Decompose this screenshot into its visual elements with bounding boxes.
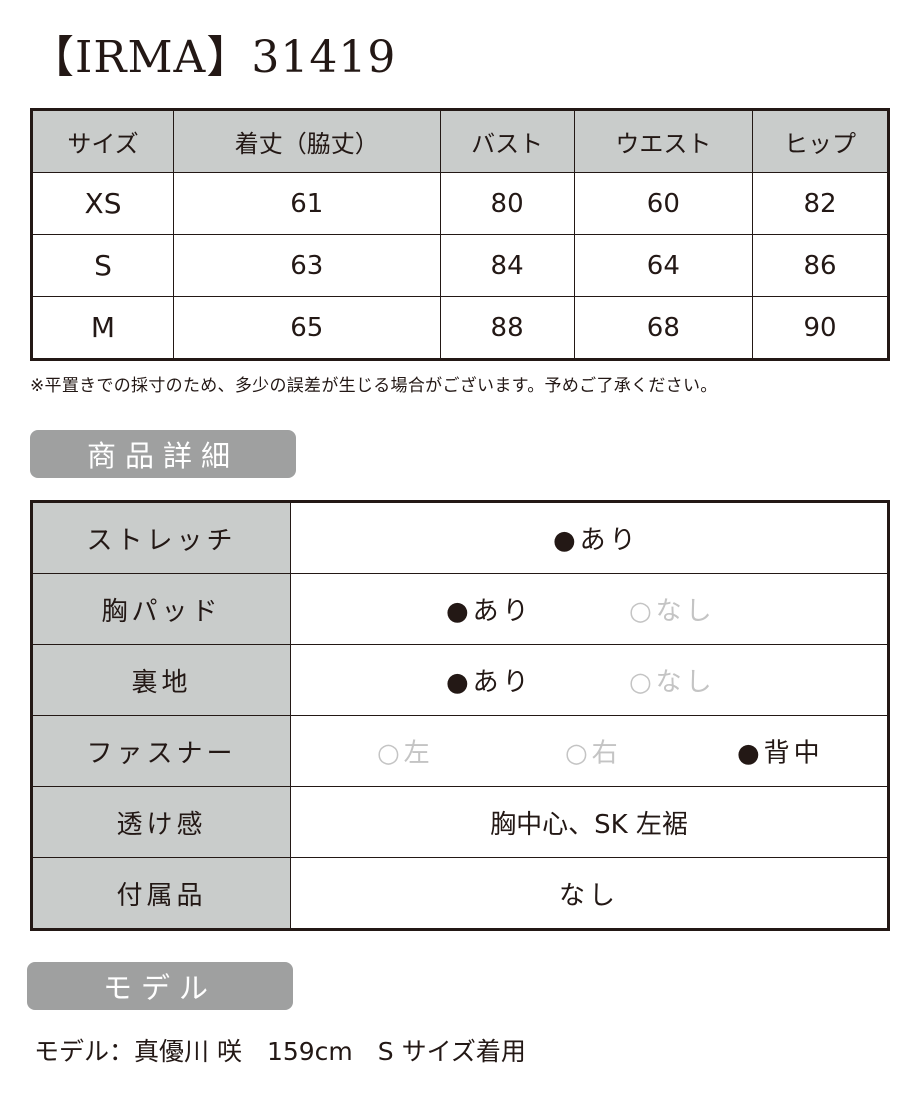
option-no: ○なし xyxy=(629,596,716,627)
waist-cell: 60 xyxy=(573,172,753,235)
hip-cell: 82 xyxy=(751,172,890,235)
length-cell: 61 xyxy=(173,172,441,235)
size-table-header: サイズ 着丈（脇丈） バスト ウエスト ヒップ xyxy=(31,109,890,173)
waist-cell: 68 xyxy=(573,296,753,360)
model-info: モデル：真優川 咲 159cm S サイズ着用 xyxy=(34,1037,526,1066)
page-title: 【IRMA】31419 xyxy=(30,32,397,83)
hip-cell: 90 xyxy=(751,296,890,360)
option-yes: ●あり xyxy=(446,596,533,627)
detail-label: 透け感 xyxy=(31,786,291,858)
details-heading: 商品詳細 xyxy=(30,430,296,478)
table-row: M 65 88 68 90 xyxy=(31,296,890,360)
detail-row-sheerness: 透け感 胸中心、SK 左裾 xyxy=(31,786,889,858)
option-no: ○なし xyxy=(629,667,716,698)
option-yes: ●あり xyxy=(446,667,533,698)
header-bust: バスト xyxy=(439,109,575,173)
header-size: サイズ xyxy=(31,109,174,173)
detail-row-lining: 裏地 ●あり ○なし xyxy=(31,644,889,716)
size-cell: M xyxy=(31,296,174,360)
size-cell: S xyxy=(31,234,174,297)
detail-row-stretch: ストレッチ ●あり xyxy=(31,501,889,574)
bust-cell: 88 xyxy=(439,296,575,360)
detail-label: ストレッチ xyxy=(31,501,291,574)
detail-value: ○左 ○右 ●背中 xyxy=(290,715,889,787)
details-table: ストレッチ ●あり 胸パッド ●あり ○なし 裏地 ●あり ○なし ファスナー … xyxy=(30,500,890,931)
table-row: XS 61 80 60 82 xyxy=(31,172,890,235)
detail-value: ●あり ○なし xyxy=(290,644,889,716)
waist-cell: 64 xyxy=(573,234,753,297)
detail-value: 胸中心、SK 左裾 xyxy=(290,786,889,858)
detail-label: ファスナー xyxy=(31,715,291,787)
bust-cell: 80 xyxy=(439,172,575,235)
header-waist: ウエスト xyxy=(573,109,753,173)
length-cell: 65 xyxy=(173,296,441,360)
bust-cell: 84 xyxy=(439,234,575,297)
option-back: ●背中 xyxy=(737,738,824,769)
option-yes: ●あり xyxy=(553,525,640,556)
detail-label: 裏地 xyxy=(31,644,291,716)
measurement-note: ※平置きでの採寸のため、多少の誤差が生じる場合がございます。予めご了承ください。 xyxy=(30,376,718,396)
hip-cell: 86 xyxy=(751,234,890,297)
header-length: 着丈（脇丈） xyxy=(173,109,441,173)
detail-row-zipper: ファスナー ○左 ○右 ●背中 xyxy=(31,715,889,787)
detail-label: 付属品 xyxy=(31,857,291,930)
option-right: ○右 xyxy=(565,738,622,769)
size-table: サイズ 着丈（脇丈） バスト ウエスト ヒップ XS 61 80 60 82 S… xyxy=(30,108,890,361)
length-cell: 63 xyxy=(173,234,441,297)
table-row: S 63 84 64 86 xyxy=(31,234,890,297)
size-cell: XS xyxy=(31,172,174,235)
header-hip: ヒップ xyxy=(751,109,890,173)
detail-value: なし xyxy=(290,857,889,930)
detail-value: ●あり ○なし xyxy=(290,573,889,645)
detail-row-accessories: 付属品 なし xyxy=(31,857,889,930)
detail-row-bra-pad: 胸パッド ●あり ○なし xyxy=(31,573,889,645)
model-heading: モデル xyxy=(27,962,293,1010)
detail-value: ●あり xyxy=(290,501,889,574)
detail-label: 胸パッド xyxy=(31,573,291,645)
option-left: ○左 xyxy=(377,738,434,769)
